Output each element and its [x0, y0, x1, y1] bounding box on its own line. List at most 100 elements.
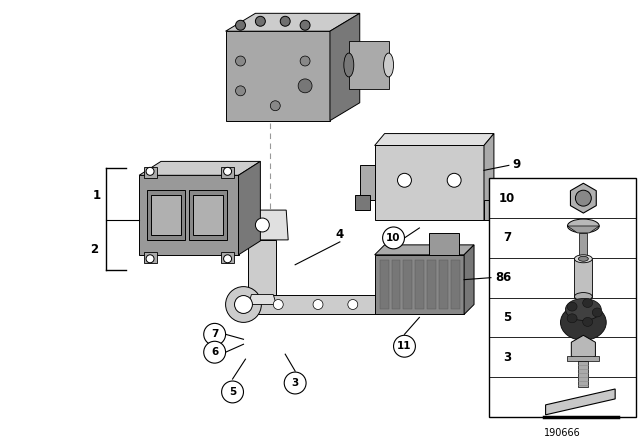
Polygon shape — [225, 31, 330, 121]
Polygon shape — [349, 41, 388, 89]
Ellipse shape — [568, 219, 599, 233]
Circle shape — [221, 381, 243, 403]
Polygon shape — [484, 134, 494, 220]
Polygon shape — [221, 168, 234, 178]
Text: 8: 8 — [495, 271, 503, 284]
Polygon shape — [374, 134, 494, 146]
Ellipse shape — [579, 256, 588, 261]
Ellipse shape — [575, 255, 592, 263]
Ellipse shape — [567, 314, 577, 323]
Polygon shape — [374, 255, 464, 314]
Polygon shape — [360, 165, 374, 200]
Polygon shape — [147, 190, 185, 240]
Text: 190666: 190666 — [544, 428, 581, 438]
Polygon shape — [579, 233, 588, 258]
Polygon shape — [239, 210, 288, 240]
Polygon shape — [144, 252, 157, 263]
Text: 11: 11 — [397, 341, 412, 351]
Circle shape — [298, 79, 312, 93]
Polygon shape — [451, 260, 460, 310]
Ellipse shape — [575, 293, 592, 301]
Text: 7: 7 — [211, 329, 218, 339]
Circle shape — [300, 56, 310, 66]
Ellipse shape — [383, 53, 394, 77]
Text: 6: 6 — [502, 271, 511, 284]
Polygon shape — [464, 245, 474, 314]
Polygon shape — [374, 146, 484, 220]
Ellipse shape — [582, 318, 593, 327]
Text: 2: 2 — [90, 243, 99, 256]
Text: 6: 6 — [211, 347, 218, 357]
Ellipse shape — [561, 305, 606, 340]
Circle shape — [225, 287, 261, 323]
Polygon shape — [568, 226, 599, 233]
Circle shape — [394, 335, 415, 357]
Polygon shape — [415, 260, 424, 310]
Circle shape — [236, 86, 246, 96]
Polygon shape — [355, 195, 370, 210]
Polygon shape — [144, 168, 157, 178]
Polygon shape — [239, 161, 260, 255]
Polygon shape — [248, 240, 276, 305]
Circle shape — [385, 289, 401, 306]
Text: 3: 3 — [292, 378, 299, 388]
Circle shape — [204, 323, 225, 345]
Circle shape — [146, 168, 154, 175]
Circle shape — [313, 300, 323, 310]
Circle shape — [204, 341, 225, 363]
Ellipse shape — [582, 298, 593, 307]
Circle shape — [377, 282, 408, 314]
Polygon shape — [439, 260, 448, 310]
Circle shape — [255, 218, 269, 232]
Ellipse shape — [566, 298, 601, 320]
Circle shape — [280, 16, 290, 26]
Circle shape — [575, 190, 591, 206]
Circle shape — [447, 173, 461, 187]
Polygon shape — [330, 13, 360, 121]
Circle shape — [300, 20, 310, 30]
Polygon shape — [572, 335, 595, 363]
Text: 10: 10 — [499, 192, 515, 205]
Polygon shape — [484, 200, 499, 220]
Circle shape — [236, 20, 246, 30]
Polygon shape — [139, 175, 239, 255]
Bar — [575, 259, 592, 297]
Polygon shape — [568, 356, 599, 361]
Circle shape — [223, 255, 232, 263]
Circle shape — [348, 300, 358, 310]
Ellipse shape — [567, 302, 577, 311]
Polygon shape — [579, 361, 588, 387]
Circle shape — [383, 227, 404, 249]
Polygon shape — [151, 195, 181, 235]
Circle shape — [255, 16, 266, 26]
Polygon shape — [221, 252, 234, 263]
Text: 1: 1 — [92, 189, 100, 202]
Polygon shape — [380, 260, 388, 310]
Ellipse shape — [344, 53, 354, 77]
Text: 5: 5 — [502, 311, 511, 324]
Polygon shape — [243, 294, 378, 314]
Circle shape — [273, 300, 284, 310]
Circle shape — [146, 255, 154, 263]
Circle shape — [284, 372, 306, 394]
Polygon shape — [189, 190, 227, 240]
Text: 4: 4 — [336, 228, 344, 241]
Polygon shape — [374, 245, 474, 255]
Circle shape — [270, 101, 280, 111]
Polygon shape — [392, 260, 401, 310]
Polygon shape — [403, 260, 412, 310]
Polygon shape — [570, 183, 596, 213]
Ellipse shape — [592, 308, 602, 317]
Circle shape — [397, 173, 412, 187]
Text: 9: 9 — [513, 158, 521, 171]
Polygon shape — [248, 294, 276, 305]
Bar — [489, 178, 636, 417]
Text: 7: 7 — [503, 232, 511, 245]
Text: 10: 10 — [387, 233, 401, 243]
Text: 3: 3 — [503, 351, 511, 364]
Circle shape — [236, 56, 246, 66]
Polygon shape — [545, 389, 615, 415]
Polygon shape — [428, 260, 436, 310]
Circle shape — [234, 296, 252, 314]
Polygon shape — [225, 13, 360, 31]
